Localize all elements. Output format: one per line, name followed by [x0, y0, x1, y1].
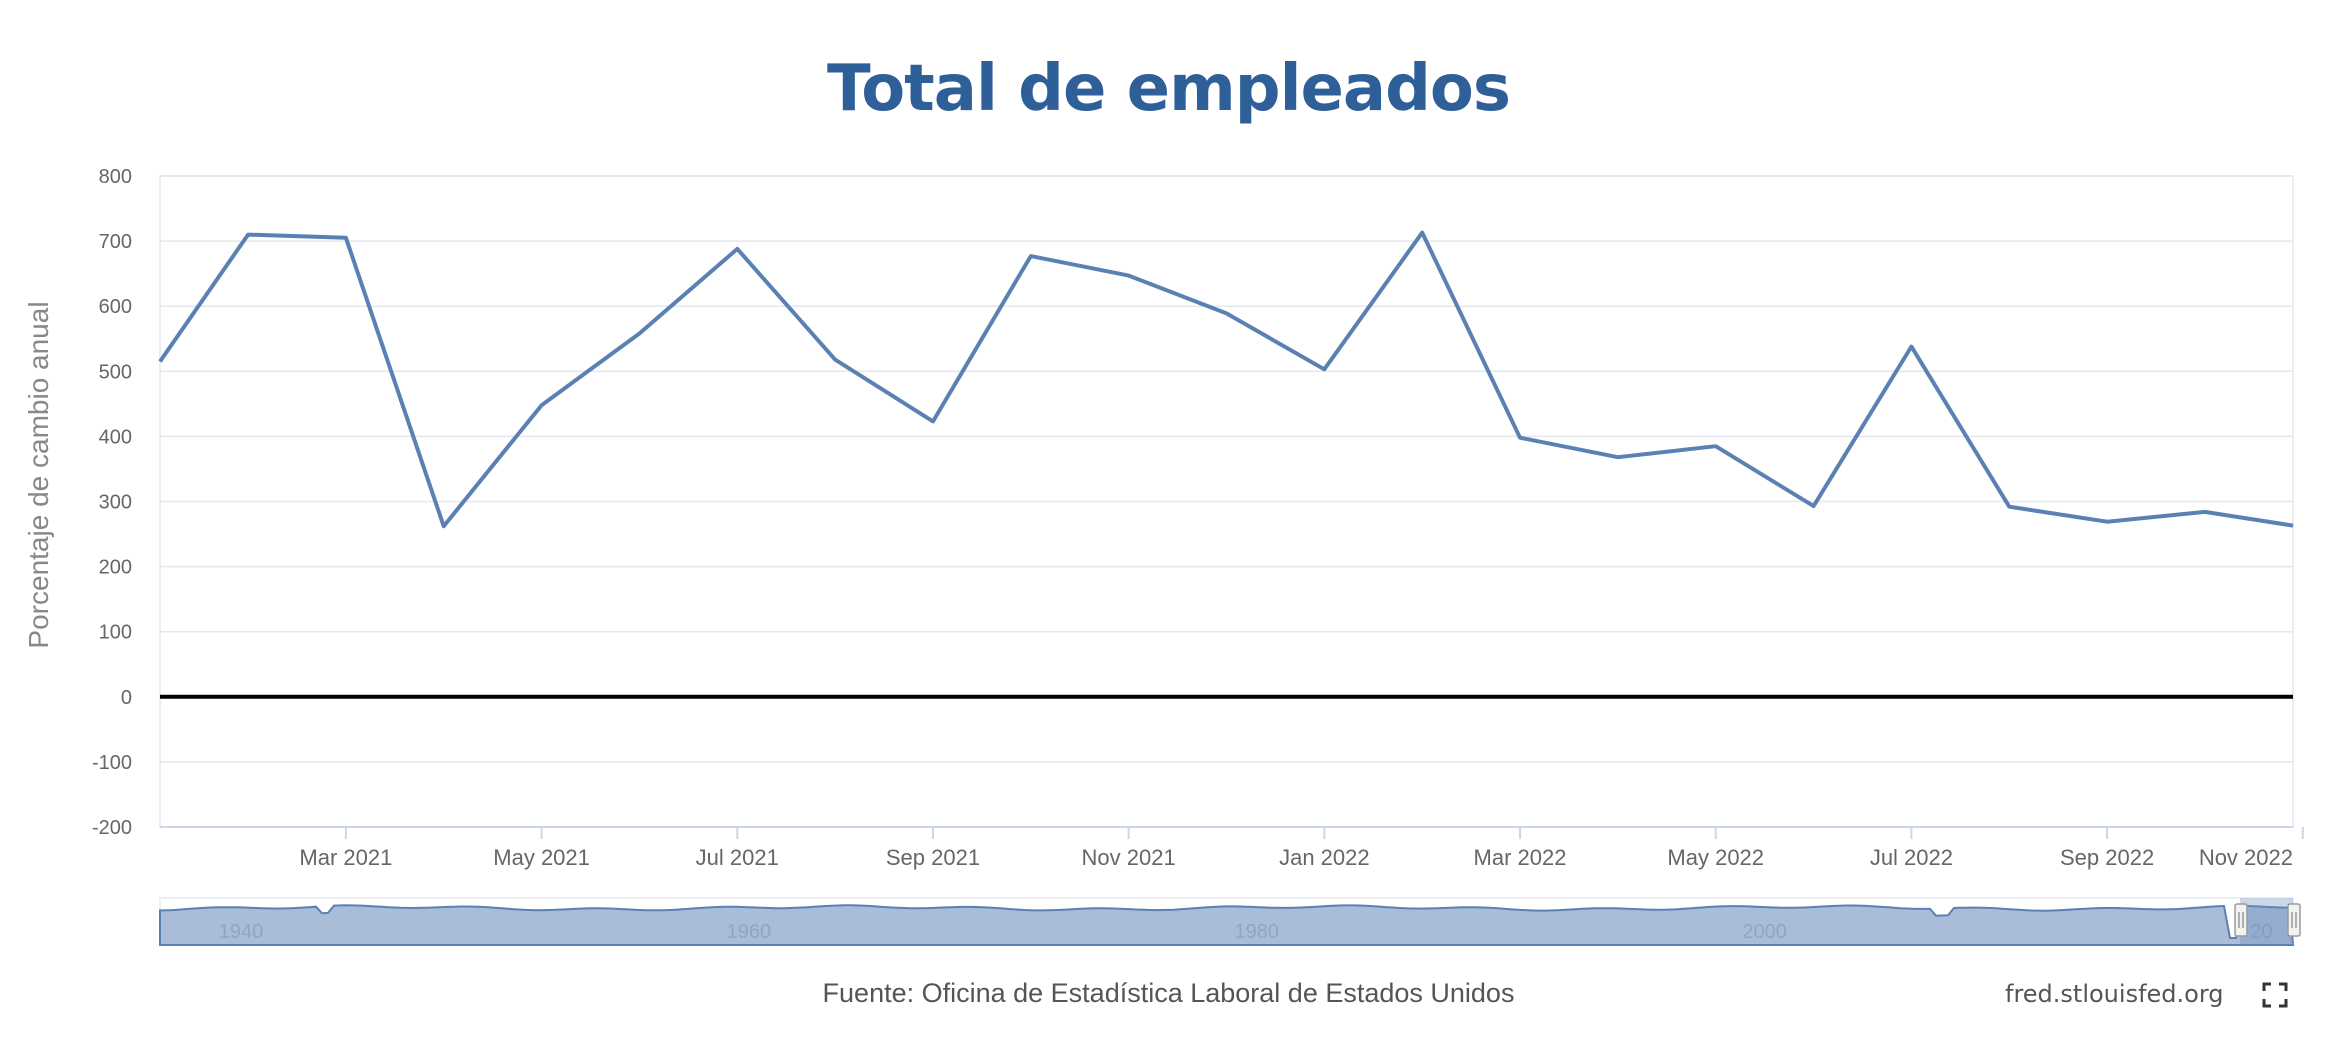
y-tick-label: 200	[99, 557, 132, 579]
y-axis-ticks: 800 700 600 500 400 300 200 100 0 -100 -200	[92, 166, 132, 839]
x-tick-label: Nov 2021	[1082, 845, 1176, 870]
y-tick-label: 800	[99, 166, 132, 188]
navigator-right-handle[interactable]	[2287, 903, 2301, 937]
y-tick-label: 0	[121, 687, 132, 709]
navigator-year-label: 2000	[1742, 921, 1787, 943]
chart-title: Total de empleados	[827, 52, 1511, 126]
y-tick-label: 600	[99, 296, 132, 318]
fred-site-link[interactable]: fred.stlouisfed.org	[2005, 980, 2224, 1008]
x-tick-label: May 2022	[1667, 845, 1764, 870]
x-tick-label: May 2021	[493, 845, 590, 870]
y-tick-label: 300	[99, 492, 132, 514]
navigator-year-label: 20	[2250, 921, 2272, 943]
x-tick-label: Mar 2022	[1474, 845, 1567, 870]
series-line[interactable]	[158, 230, 2294, 529]
range-navigator[interactable]: 1940 1960 1980 2000 20	[159, 897, 2301, 946]
navigator-year-label: 1960	[727, 921, 772, 943]
navigator-area	[159, 904, 2295, 946]
fullscreen-button[interactable]	[2262, 982, 2288, 1008]
y-tick-label: 500	[99, 361, 132, 383]
x-tick-label: Jul 2022	[1870, 845, 1953, 870]
x-tick-label: Jul 2021	[696, 845, 779, 870]
grid-lines	[159, 175, 2294, 828]
fullscreen-icon	[2262, 982, 2288, 1008]
x-axis-ticks: Mar 2021 May 2021 Jul 2021 Sep 2021 Nov 2021…	[160, 826, 2304, 870]
y-tick-label: 700	[99, 231, 132, 253]
navigator-selected-range[interactable]	[2240, 898, 2293, 945]
y-tick-label: 400	[99, 426, 132, 448]
x-tick-label: Mar 2021	[299, 845, 392, 870]
y-tick-label: 100	[99, 622, 132, 644]
y-tick-label: -200	[92, 817, 132, 839]
navigator-year-label: 1980	[1235, 921, 1280, 943]
source-note: Fuente: Oficina de Estadística Laboral d…	[822, 978, 1515, 1008]
navigator-year-label: 1940	[219, 921, 263, 943]
x-tick-label: Nov 2022	[2199, 845, 2293, 870]
navigator-left-handle[interactable]	[2234, 903, 2248, 937]
y-axis-label: Porcentaje de cambio anual	[23, 301, 54, 648]
navigator-ticks: 1940 1960 1980 2000 20	[219, 921, 2273, 943]
x-tick-label: Jan 2022	[1279, 845, 1370, 870]
x-tick-label: Sep 2021	[886, 845, 980, 870]
y-tick-label: -100	[92, 752, 132, 774]
x-tick-label: Sep 2022	[2060, 845, 2154, 870]
